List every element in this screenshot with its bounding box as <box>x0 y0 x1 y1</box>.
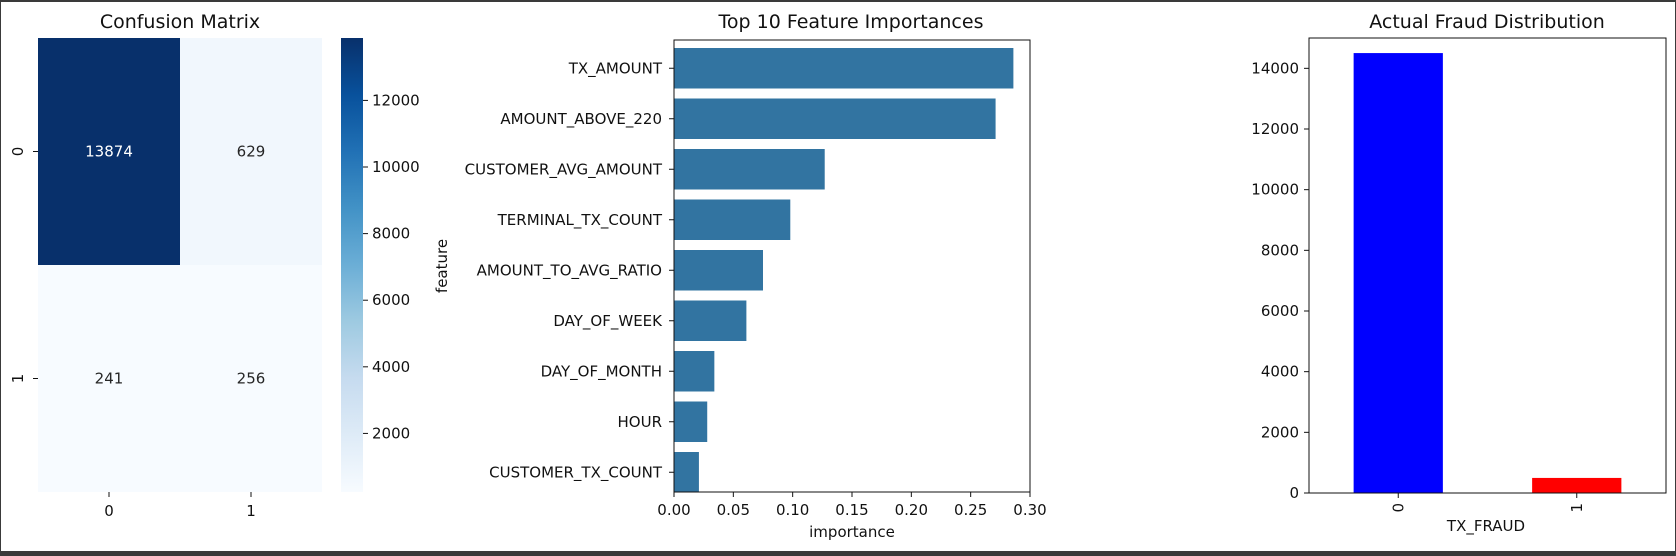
bar <box>674 452 699 493</box>
heatmap-cell <box>180 265 322 492</box>
heatmap-cell <box>38 38 180 265</box>
heatmap-cell <box>38 265 180 492</box>
x-tick-label: 0.30 <box>1013 501 1046 519</box>
fraud-distribution-chart: Actual Fraud Distribution 0 2000 4000 6000 8… <box>1251 11 1667 536</box>
y-tick-label: 2000 <box>1261 423 1299 441</box>
chart-title: Actual Fraud Distribution <box>1369 11 1605 33</box>
y-tick-label: 8000 <box>1261 241 1299 259</box>
x-tick-label: 0.25 <box>954 501 987 519</box>
y-tick-label: 0 <box>9 147 27 157</box>
y-tick-label: TERMINAL_TX_COUNT <box>497 211 663 230</box>
chart-title: Confusion Matrix <box>100 11 260 33</box>
y-tick-label: 10000 <box>1251 181 1299 199</box>
heatmap-cell-value: 256 <box>237 370 266 388</box>
x-tick-label: 0.15 <box>835 501 868 519</box>
bar <box>674 98 996 139</box>
y-tick-label: AMOUNT_ABOVE_220 <box>500 110 662 129</box>
bars <box>674 48 1014 493</box>
y-tick-label: CUSTOMER_TX_COUNT <box>489 463 663 482</box>
x-tick-label: 0.10 <box>776 501 809 519</box>
colorbar-tick-label: 6000 <box>372 291 410 309</box>
y-tick-label: AMOUNT_TO_AVG_RATIO <box>477 261 662 280</box>
y-tick-label: TX_AMOUNT <box>568 59 663 78</box>
y-tick-labels: 0 2000 4000 6000 8000 10000 12000 14000 <box>1251 59 1309 502</box>
colorbar-tick-label: 8000 <box>372 225 410 243</box>
colorbar-ticks: 2000 4000 6000 8000 10000 12000 <box>363 91 420 442</box>
x-tick-label: 1 <box>1568 503 1586 513</box>
y-tick-label: 4000 <box>1261 363 1299 381</box>
y-tick-label: CUSTOMER_AVG_AMOUNT <box>465 160 663 179</box>
heatmap-cell-value: 13874 <box>85 143 133 161</box>
x-tick-label: 0 <box>104 502 114 520</box>
colorbar-tick-label: 4000 <box>372 358 410 376</box>
y-tick-label: 0 <box>1289 484 1299 502</box>
bar <box>1532 477 1622 493</box>
x-axis-label: TX_FRAUD <box>1446 517 1525 536</box>
heatmap-ticks: 0 1 0 1 <box>9 147 256 520</box>
chart-title: Top 10 Feature Importances <box>718 11 984 33</box>
heatmap-cell-value: 629 <box>237 143 266 161</box>
x-tick-label: 0.00 <box>657 501 690 519</box>
heatmap-cell <box>180 38 322 265</box>
x-tick-label: 1 <box>246 502 256 520</box>
bar <box>674 250 763 291</box>
bar <box>674 48 1014 89</box>
y-tick-label: 1 <box>9 374 27 384</box>
colorbar-tick-label: 10000 <box>372 158 420 176</box>
y-axis-label: feature <box>433 239 451 293</box>
heatmap-cell-value: 241 <box>95 370 124 388</box>
bars <box>1353 53 1622 493</box>
x-axis-label: importance <box>809 523 895 541</box>
bar <box>674 300 747 341</box>
bar <box>674 199 791 240</box>
y-tick-labels: TX_AMOUNT AMOUNT_ABOVE_220 CUSTOMER_AVG_AM… <box>465 59 674 482</box>
colorbar <box>341 38 363 492</box>
x-tick-label: 0 <box>1389 503 1407 513</box>
x-tick-label: 0.05 <box>717 501 750 519</box>
y-tick-label: DAY_OF_WEEK <box>553 312 663 331</box>
heatmap-cells: 13874 629 241 256 <box>38 38 322 492</box>
plot-area-frame <box>1308 37 1667 494</box>
colorbar-tick-label: 12000 <box>372 91 420 109</box>
y-tick-label: DAY_OF_MONTH <box>541 362 662 381</box>
bar <box>674 401 708 442</box>
y-tick-label: 14000 <box>1251 59 1299 77</box>
y-tick-label: 12000 <box>1251 120 1299 138</box>
confusion-matrix-chart: Confusion Matrix 13874 629 241 256 0 1 0 1 200… <box>9 11 420 520</box>
x-tick-label: 0.20 <box>895 501 928 519</box>
bar <box>674 351 715 392</box>
bar <box>674 149 825 190</box>
bar <box>1353 53 1443 493</box>
y-tick-label: HOUR <box>618 413 663 431</box>
y-tick-label: 6000 <box>1261 302 1299 320</box>
x-tick-labels: 0.00 0.05 0.10 0.15 0.20 0.25 0.30 <box>657 492 1047 519</box>
colorbar-tick-label: 2000 <box>372 424 410 442</box>
feature-importance-chart: Top 10 Feature Importances TX_AMOUNT AMOU… <box>433 11 1047 541</box>
